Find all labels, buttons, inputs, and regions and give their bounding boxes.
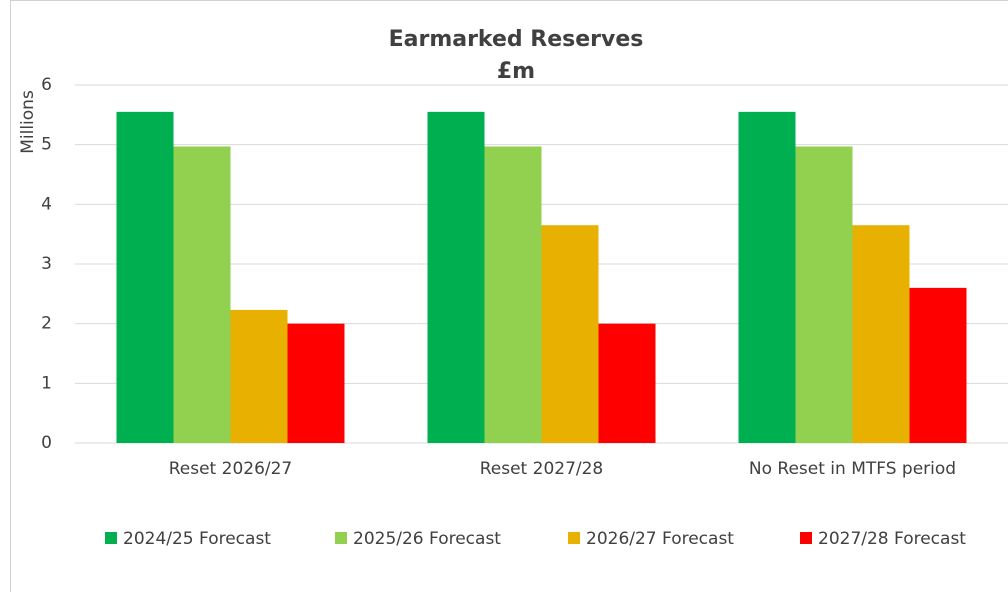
y-axis-label: Millions [18, 90, 38, 154]
legend-label: 2027/28 Forecast [818, 529, 966, 549]
chart-subtitle: £m [497, 59, 535, 84]
legend-swatch [800, 532, 812, 544]
legend-swatch [105, 532, 117, 544]
legend-label: 2026/27 Forecast [586, 529, 734, 549]
y-tick-label: 0 [41, 433, 52, 453]
legend-swatch [335, 532, 347, 544]
x-tick-label: Reset 2027/28 [480, 459, 604, 479]
x-tick-label: No Reset in MTFS period [749, 459, 956, 479]
y-tick-label: 3 [41, 254, 52, 274]
bar [173, 146, 231, 443]
y-tick-label: 2 [41, 314, 52, 334]
bar [738, 111, 796, 443]
legend-label: 2024/25 Forecast [123, 529, 271, 549]
legend-label: 2025/26 Forecast [353, 529, 501, 549]
y-tick-label: 5 [41, 135, 52, 155]
bar [909, 287, 967, 443]
bar [852, 225, 910, 443]
chart-title: Earmarked Reserves [389, 27, 644, 52]
bar [230, 309, 288, 443]
bar [116, 111, 174, 443]
bar [541, 225, 599, 443]
bar [598, 323, 656, 443]
bar [484, 146, 542, 443]
bar [287, 323, 345, 443]
y-tick-label: 4 [41, 194, 52, 214]
y-tick-label: 1 [41, 373, 52, 393]
x-tick-label: Reset 2026/27 [169, 459, 293, 479]
y-tick-label: 6 [41, 75, 52, 95]
bar [427, 111, 485, 443]
bar [795, 146, 853, 443]
legend-swatch [568, 532, 580, 544]
